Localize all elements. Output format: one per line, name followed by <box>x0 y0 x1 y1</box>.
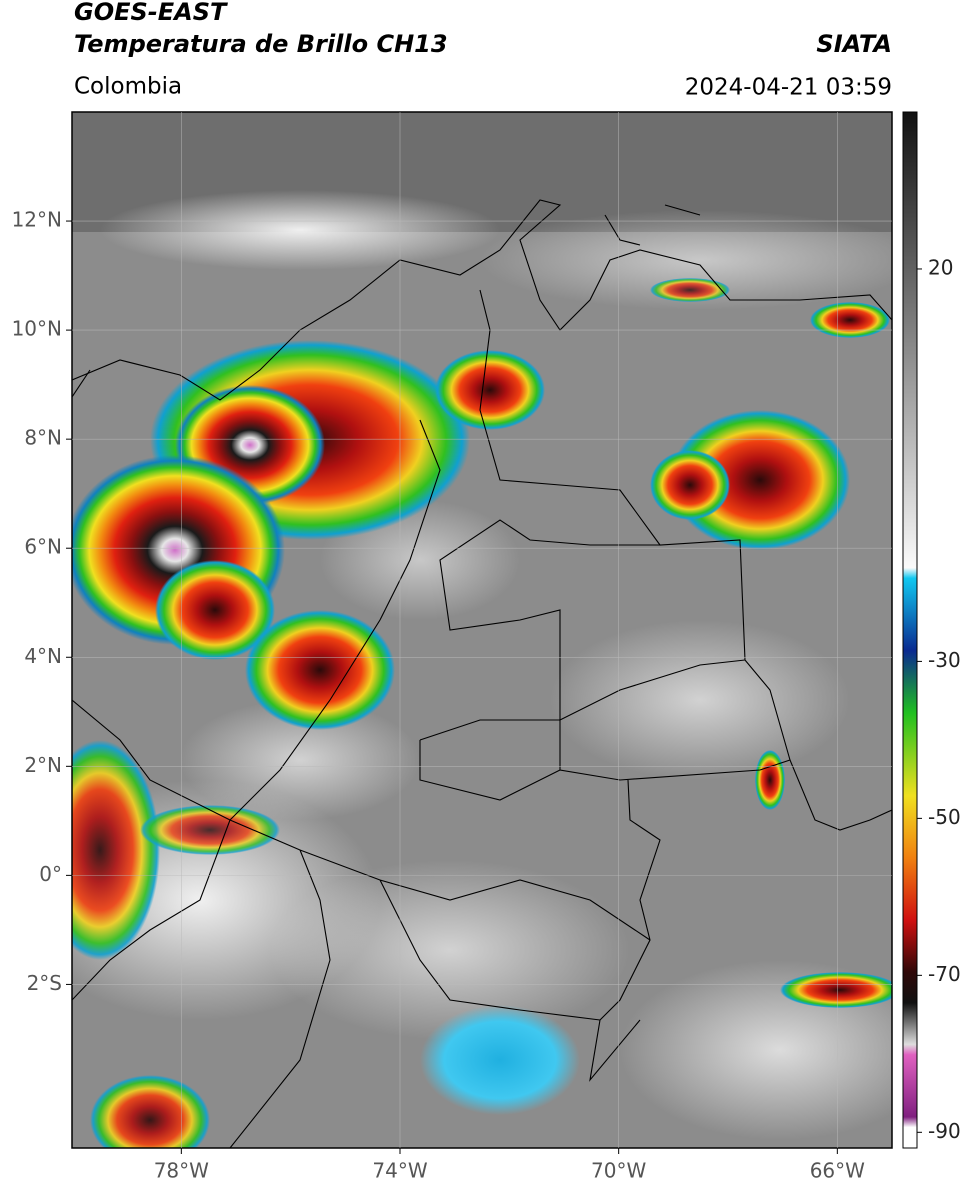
y-tick-label: 2°S <box>27 971 62 995</box>
y-tick-label: 4°N <box>24 644 62 668</box>
satellite-title: GOES-EAST <box>74 0 228 26</box>
colorbar-tick-label: -70 <box>928 962 961 986</box>
x-tick-label: 66°W <box>810 1159 865 1183</box>
y-tick-label: 6°N <box>24 535 62 559</box>
colorbar-tick-label: -30 <box>928 648 961 672</box>
product-title: Temperatura de Brillo CH13 <box>74 30 448 58</box>
y-tick-label: 2°N <box>24 753 62 777</box>
x-tick-label: 70°W <box>591 1159 646 1183</box>
colorbar <box>902 111 918 1149</box>
source-label: SIATA <box>816 30 892 58</box>
y-tick-label: 0° <box>39 862 62 886</box>
x-tick-label: 78°W <box>154 1159 209 1183</box>
y-tick-label: 12°N <box>12 208 62 232</box>
map-frame <box>71 111 893 1149</box>
colorbar-tick-label: 20 <box>928 255 953 279</box>
colorbar-tick-label: -50 <box>928 805 961 829</box>
timestamp: 2024-04-21 03:59 <box>685 75 892 101</box>
colorbar-tick-label: -90 <box>928 1119 961 1143</box>
satellite-image <box>72 112 892 1148</box>
y-tick-label: 10°N <box>12 317 62 341</box>
region-label: Colombia <box>74 74 182 100</box>
x-tick-label: 74°W <box>372 1159 427 1183</box>
y-tick-label: 8°N <box>24 426 62 450</box>
